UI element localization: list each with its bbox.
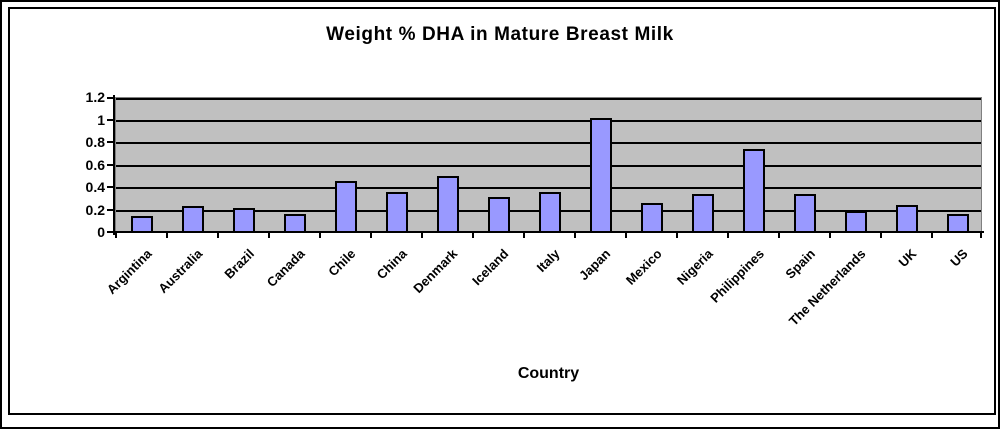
bar-australia: [182, 206, 204, 231]
bar-china: [386, 192, 408, 231]
bar-japan: [590, 118, 612, 231]
bar-denmark: [437, 176, 459, 231]
y-tick-0.4: [107, 186, 115, 188]
bar-iceland: [488, 197, 510, 231]
bar-the-netherlands: [845, 211, 867, 231]
bar-philippines: [743, 149, 765, 231]
plot-area: [115, 97, 982, 232]
y-tick-0.2: [107, 209, 115, 211]
bar-nigeria: [692, 194, 714, 231]
chart-title: Weight % DHA in Mature Breast Milk: [326, 24, 674, 45]
x-tick-1: [166, 233, 168, 238]
chart-border: [8, 7, 996, 415]
gridline-0.8: [116, 142, 981, 144]
y-tick-1.2: [107, 97, 115, 99]
bar-us: [947, 214, 969, 231]
bar-canada: [284, 214, 306, 231]
y-tick-0.6: [107, 164, 115, 166]
y-tick-label-1: 1: [97, 112, 105, 128]
y-tick-label-0.2: 0.2: [85, 202, 105, 218]
x-tick-15: [880, 233, 882, 238]
x-axis-line: [113, 231, 984, 233]
y-tick-label-0.4: 0.4: [85, 179, 105, 195]
x-tick-7: [472, 233, 474, 238]
x-tick-12: [727, 233, 729, 238]
y-tick-label-1.2: 1.2: [85, 89, 105, 105]
bar-argintina: [131, 216, 153, 231]
gridline-0.4: [116, 187, 981, 189]
y-tick-0: [107, 231, 115, 233]
bar-chile: [335, 181, 357, 231]
bar-mexico: [641, 203, 663, 231]
x-tick-10: [625, 233, 627, 238]
x-tick-3: [268, 233, 270, 238]
x-axis-title: Country: [517, 365, 580, 382]
x-tick-0: [115, 233, 117, 238]
y-tick-label-0.6: 0.6: [85, 157, 105, 173]
x-tick-17: [980, 233, 982, 238]
gridline-1: [116, 120, 981, 122]
x-tick-8: [523, 233, 525, 238]
x-tick-11: [676, 233, 678, 238]
gridline-1.2: [116, 98, 981, 100]
y-tick-label-0.8: 0.8: [85, 134, 105, 150]
x-tick-5: [370, 233, 372, 238]
x-tick-13: [778, 233, 780, 238]
gridline-0.6: [116, 165, 981, 167]
bar-italy: [539, 192, 561, 231]
x-tick-4: [319, 233, 321, 238]
x-tick-14: [829, 233, 831, 238]
y-tick-label-0: 0: [97, 224, 105, 240]
x-tick-6: [421, 233, 423, 238]
y-tick-0.8: [107, 141, 115, 143]
x-tick-2: [217, 233, 219, 238]
bar-brazil: [233, 208, 255, 231]
bar-spain: [794, 194, 816, 231]
x-tick-16: [931, 233, 933, 238]
y-tick-1: [107, 119, 115, 121]
x-tick-9: [574, 233, 576, 238]
bar-uk: [896, 205, 918, 231]
